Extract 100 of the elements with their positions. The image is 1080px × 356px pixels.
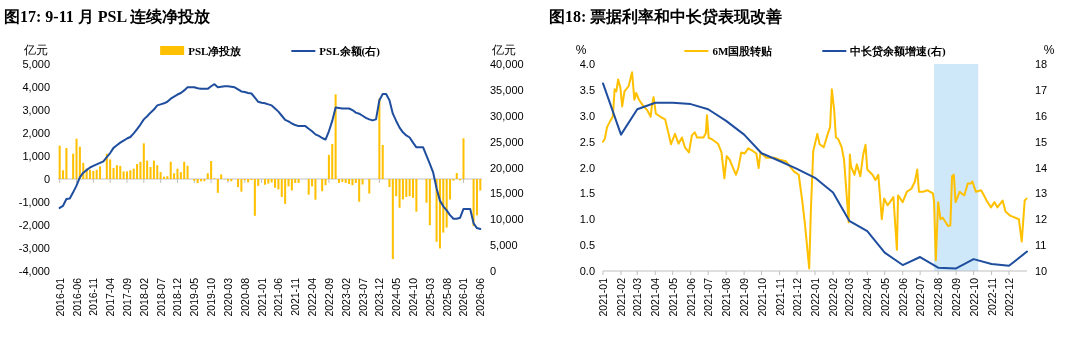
bar xyxy=(240,179,243,192)
bar xyxy=(183,161,186,179)
bar xyxy=(398,179,401,208)
x-tick-label: 2021-08 xyxy=(720,277,733,317)
x-tick-label: 2023-12 xyxy=(373,277,386,317)
bar xyxy=(405,179,408,197)
x-tick-label: 2020-08 xyxy=(238,277,251,317)
bar xyxy=(314,179,317,200)
bar xyxy=(358,179,361,202)
bar xyxy=(415,179,418,212)
bar xyxy=(115,165,118,179)
y2-tick-label: 35,000 xyxy=(490,83,524,96)
y2-tick-label: 11 xyxy=(1035,239,1047,252)
bar xyxy=(341,179,344,182)
bar xyxy=(455,173,458,179)
x-tick-label: 2025-03 xyxy=(423,277,436,317)
bar xyxy=(129,170,132,179)
bar xyxy=(391,179,394,260)
bar xyxy=(337,179,340,183)
x-tick-label: 2021-03 xyxy=(631,277,644,317)
bar xyxy=(237,179,240,188)
bar xyxy=(297,179,300,183)
y-tick-label: 4.0 xyxy=(579,58,595,70)
bar xyxy=(331,144,334,179)
line-series xyxy=(58,83,482,231)
x-tick-label: 2021-12 xyxy=(790,277,803,317)
bar xyxy=(277,179,280,190)
y-tick-label: 1.0 xyxy=(579,213,595,226)
bar xyxy=(169,161,172,179)
x-tick-label: 2021-05 xyxy=(666,277,679,317)
bar xyxy=(216,179,219,193)
x-tick-label: 2021-06 xyxy=(684,277,697,317)
bar xyxy=(284,179,287,204)
y-tick-label: 2.0 xyxy=(579,161,595,174)
y-tick-label: 3,000 xyxy=(22,104,50,116)
x-tick-label: 2025-08 xyxy=(440,277,453,317)
x-tick-label: 2024-10 xyxy=(407,277,420,317)
bar xyxy=(125,171,128,179)
y2-tick-label: 30,000 xyxy=(490,109,524,122)
bar xyxy=(166,176,169,179)
x-tick-label: 2018-12 xyxy=(171,277,184,317)
bar xyxy=(220,174,223,179)
chart-title: 图18: 票据利率和中长贷表现改善 xyxy=(549,7,783,26)
x-tick-label: 2022-09 xyxy=(322,277,335,317)
y2-tick-label: 25,000 xyxy=(490,135,524,148)
x-tick-label: 2021-09 xyxy=(738,277,751,317)
x-tick-label: 2022-11 xyxy=(985,277,998,316)
x-tick-label: 2018-02 xyxy=(137,277,150,317)
y2-tick-label: 10 xyxy=(1035,265,1048,277)
bar xyxy=(462,138,465,179)
y2-tick-label: 16 xyxy=(1035,109,1048,122)
y2-tick-label: 0 xyxy=(490,265,497,277)
x-tick-label: 2024-05 xyxy=(390,277,403,317)
x-tick-label: 2022-04 xyxy=(306,277,319,317)
y-tick-label: 0.0 xyxy=(579,265,595,277)
y-tick-label: -1,000 xyxy=(18,196,50,208)
x-tick-label: 2023-07 xyxy=(356,277,369,317)
x-tick-label: 2026-01 xyxy=(457,277,470,317)
y-tick-label: -3,000 xyxy=(18,242,50,254)
y-tick-label: 2.5 xyxy=(579,135,595,148)
chart-title: 图17: 9-11 月 PSL 连续净投放 xyxy=(4,8,212,25)
x-tick-label: 2022-09 xyxy=(950,277,963,317)
bar xyxy=(348,179,351,185)
x-tick-label: 2021-06 xyxy=(272,277,285,317)
x-tick-label: 2021-11 xyxy=(773,277,786,316)
y-tick-label: 0 xyxy=(43,173,50,185)
x-tick-label: 2022-08 xyxy=(932,277,945,317)
x-tick-label: 2022-02 xyxy=(827,277,840,317)
bar xyxy=(136,164,139,179)
y-tick-label: 3.0 xyxy=(579,109,595,122)
bar xyxy=(92,170,95,179)
bar xyxy=(75,138,78,179)
x-tick-label: 2026-06 xyxy=(474,277,487,317)
x-tick-label: 2021-01 xyxy=(255,277,268,317)
y-tick-label: -2,000 xyxy=(18,219,50,231)
y-tick-label: 1.5 xyxy=(579,187,595,200)
x-tick-label: 2022-04 xyxy=(861,277,874,317)
legend-label: 中长贷余额增速(右) xyxy=(850,45,946,58)
y-tick-label: 4,000 xyxy=(22,81,50,93)
bar xyxy=(142,143,145,179)
y2-tick-label: 40,000 xyxy=(490,58,524,70)
bar xyxy=(156,165,159,179)
y2-tick-label: 10,000 xyxy=(490,213,524,226)
x-tick-label: 2021-11 xyxy=(289,277,302,316)
y2-tick-label: 5,000 xyxy=(490,239,518,252)
bar xyxy=(334,94,337,179)
x-tick-label: 2016-11 xyxy=(87,277,100,316)
bar xyxy=(112,167,115,179)
y-tick-label: 0.5 xyxy=(579,239,595,252)
x-tick-label: 2022-01 xyxy=(809,277,821,317)
bar xyxy=(58,145,61,179)
y2-axis-title: % xyxy=(1043,43,1055,57)
y-tick-label: -4,000 xyxy=(18,265,50,277)
bar xyxy=(176,168,179,179)
x-tick-label: 2019-10 xyxy=(205,277,218,317)
bar xyxy=(351,179,354,186)
bar xyxy=(95,169,98,179)
bar xyxy=(122,171,125,179)
bar xyxy=(408,179,411,197)
x-tick-label: 2022-12 xyxy=(1002,277,1015,317)
